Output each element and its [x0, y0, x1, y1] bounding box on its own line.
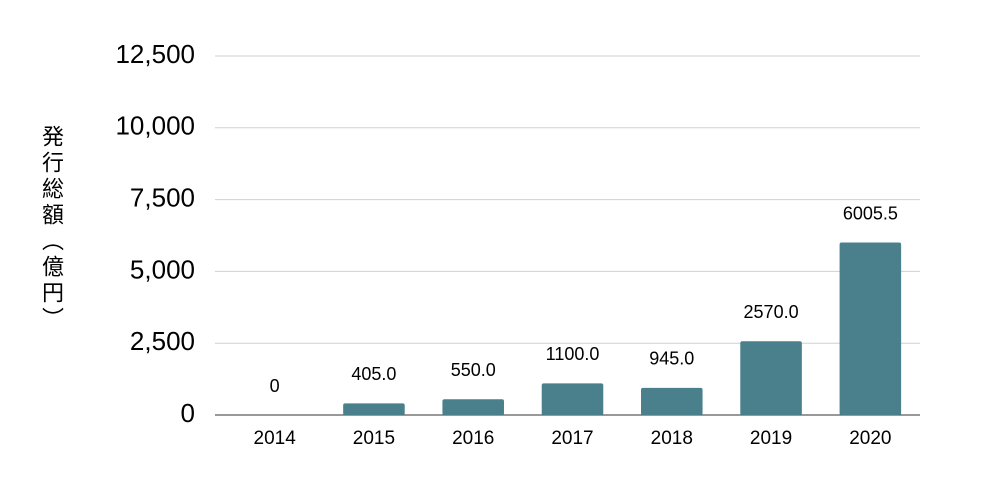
data-label: 6005.5 — [843, 203, 898, 223]
y-tick-label: 5,000 — [130, 254, 195, 284]
x-tick-label: 2018 — [651, 428, 693, 449]
x-tick-label: 2015 — [353, 428, 395, 449]
x-tick-label: 2017 — [551, 428, 593, 449]
y-tick-label: 0 — [181, 398, 195, 428]
y-tick-label: 12,500 — [115, 39, 195, 69]
data-label: 945.0 — [649, 349, 694, 369]
bar — [442, 399, 504, 415]
x-tick-label: 2019 — [750, 428, 792, 449]
bar — [740, 341, 802, 415]
y-tick-label: 2,500 — [130, 326, 195, 356]
bar — [541, 383, 604, 415]
y-tick-label: 10,000 — [115, 111, 195, 141]
y-axis-label: 発行総額（億円） — [38, 125, 64, 333]
data-label: 0 — [270, 376, 280, 396]
bar — [641, 387, 703, 415]
x-tick-label: 2014 — [254, 428, 297, 449]
data-label: 550.0 — [451, 360, 496, 380]
data-label: 405.0 — [351, 364, 396, 384]
y-tick-label: 7,500 — [130, 182, 195, 212]
x-tick-label: 2020 — [849, 428, 891, 449]
data-label: 1100.0 — [546, 344, 600, 364]
data-label: 2570.0 — [744, 302, 799, 322]
bar — [839, 242, 902, 415]
x-tick-label: 2016 — [452, 428, 494, 449]
bar — [343, 403, 405, 415]
